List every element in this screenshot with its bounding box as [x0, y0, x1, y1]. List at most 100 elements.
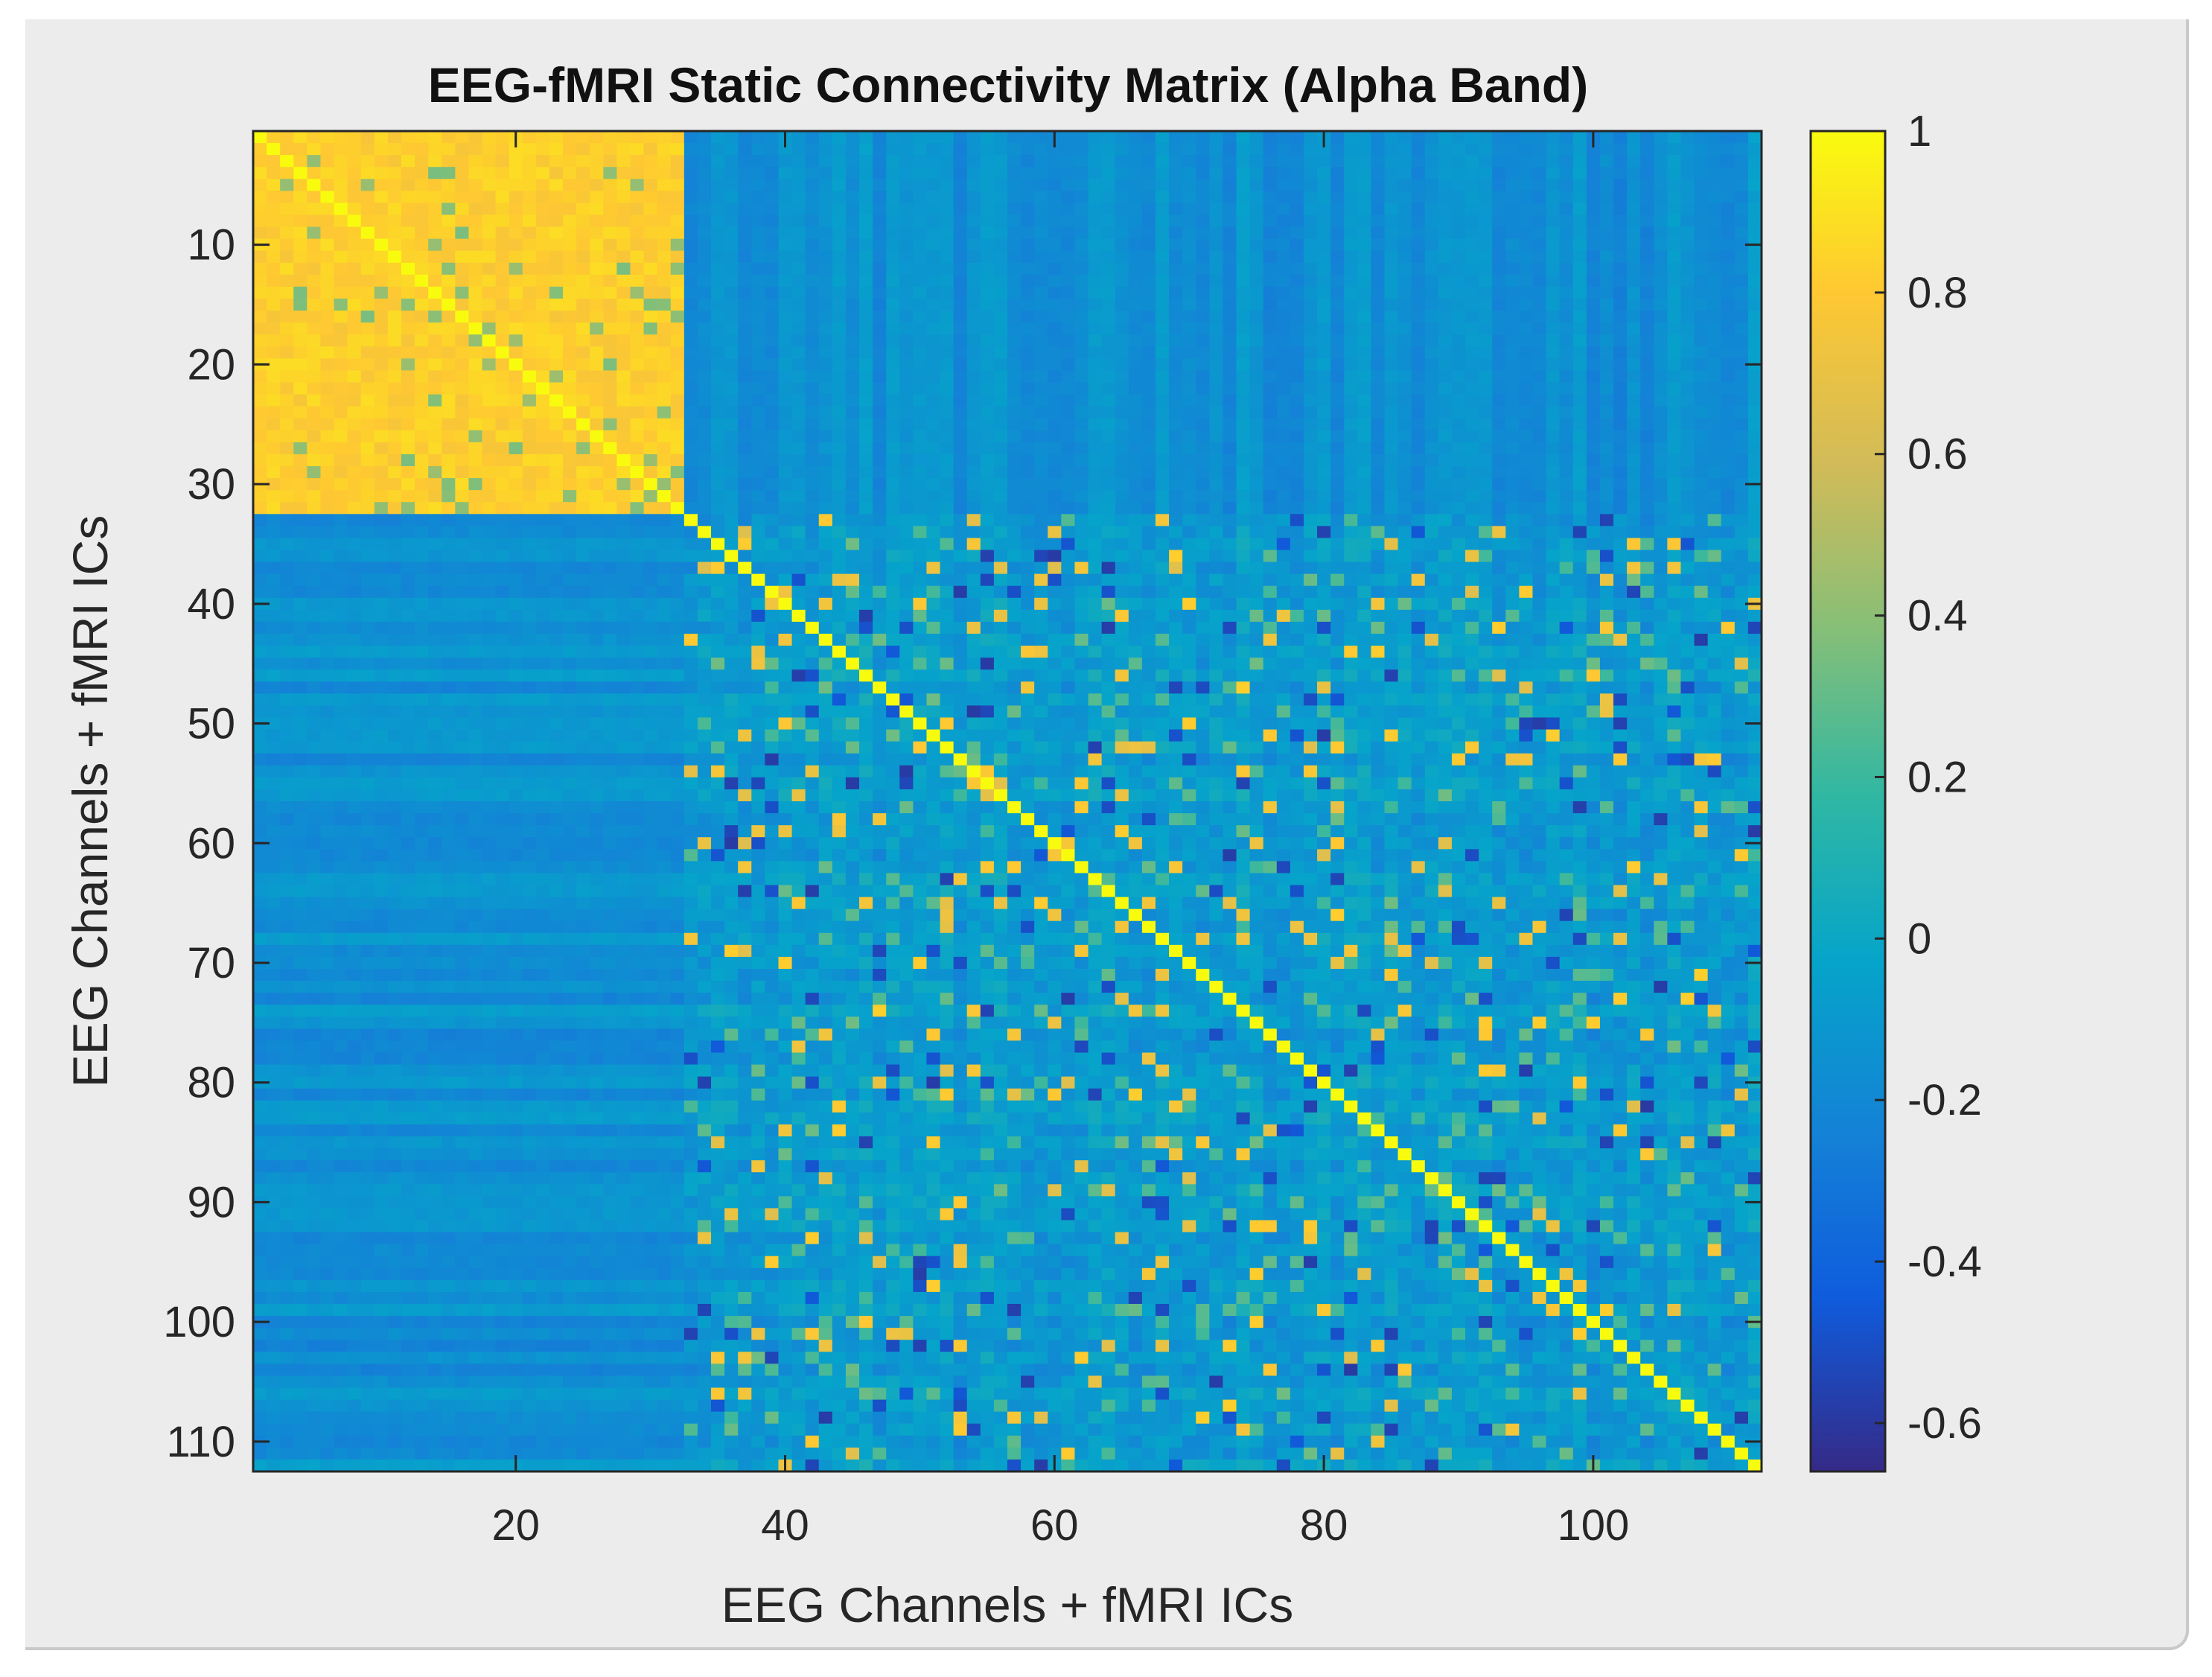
heatmap-cell: [1169, 214, 1183, 228]
heatmap-cell: [1707, 609, 1722, 623]
heatmap-cell: [778, 274, 793, 287]
heatmap-cell: [980, 442, 995, 455]
heatmap-cell: [1667, 454, 1682, 467]
heatmap-cell: [643, 370, 658, 384]
heatmap-cell: [1169, 646, 1183, 658]
heatmap-cell: [643, 550, 658, 563]
heatmap-cell: [320, 573, 335, 587]
heatmap-cell: [1599, 191, 1614, 204]
heatmap-cell: [616, 131, 631, 144]
heatmap-cell: [966, 226, 981, 240]
heatmap-cell: [1074, 597, 1089, 611]
heatmap-cell: [280, 358, 294, 372]
heatmap-cell: [320, 538, 335, 551]
heatmap-cell: [1505, 634, 1520, 646]
heatmap-cell: [1627, 502, 1641, 515]
heatmap-cell: [374, 203, 389, 216]
heatmap-cell: [1438, 299, 1453, 311]
heatmap-cell: [1586, 155, 1601, 168]
heatmap-cell: [1169, 334, 1183, 347]
heatmap-cell: [307, 526, 322, 539]
heatmap-cell: [926, 238, 941, 252]
heatmap-cell: [590, 634, 604, 646]
heatmap-cell: [1182, 502, 1196, 515]
heatmap-cell: [1048, 646, 1062, 658]
heatmap-cell: [590, 502, 604, 515]
heatmap-cell: [1303, 466, 1318, 479]
heatmap-cell: [1344, 286, 1358, 299]
heatmap-cell: [1694, 526, 1709, 539]
heatmap-cell: [899, 143, 914, 156]
heatmap-cell: [1317, 634, 1331, 646]
heatmap-cell: [1640, 299, 1654, 311]
heatmap-cell: [1397, 214, 1412, 228]
heatmap-cell: [576, 621, 590, 634]
heatmap-cell: [1465, 478, 1479, 491]
heatmap-cell: [482, 573, 497, 587]
heatmap-cell: [563, 658, 577, 670]
heatmap-cell: [1559, 550, 1574, 563]
heatmap-cell: [334, 538, 348, 551]
heatmap-cell: [334, 274, 348, 287]
heatmap-cell: [657, 382, 672, 395]
heatmap-cell: [387, 454, 402, 467]
heatmap-cell: [859, 418, 873, 431]
heatmap-cell: [899, 203, 914, 216]
heatmap-cell: [1707, 550, 1722, 563]
heatmap-cell: [1344, 226, 1358, 240]
heatmap-cell: [805, 346, 820, 359]
heatmap-cell: [1061, 203, 1076, 216]
heatmap-cell: [697, 370, 712, 384]
heatmap-cell: [307, 334, 322, 347]
heatmap-cell: [280, 418, 294, 431]
heatmap-cell: [307, 466, 322, 479]
heatmap-cell: [1599, 346, 1614, 359]
heatmap-cell: [1290, 203, 1304, 216]
heatmap-cell: [495, 214, 510, 228]
heatmap-cell: [442, 370, 456, 384]
heatmap-cell: [657, 418, 672, 431]
heatmap-cell: [697, 322, 712, 335]
heatmap-cell: [1640, 526, 1654, 539]
heatmap-cell: [549, 274, 564, 287]
heatmap-cell: [1747, 179, 1762, 191]
heatmap-cell: [1411, 466, 1426, 479]
heatmap-cell: [509, 430, 523, 443]
heatmap-cell: [751, 442, 765, 455]
heatmap-cell: [576, 382, 590, 395]
heatmap-cell: [1505, 526, 1520, 539]
heatmap-cell: [307, 621, 322, 634]
heatmap-cell: [1034, 346, 1048, 359]
heatmap-cell: [1694, 167, 1709, 179]
heatmap-cell: [845, 238, 860, 252]
heatmap-cell: [1007, 514, 1021, 526]
heatmap-cell: [818, 573, 833, 587]
heatmap-cell: [1317, 538, 1331, 551]
heatmap-cell: [603, 214, 618, 228]
heatmap-cell: [360, 214, 375, 228]
heatmap-cell: [1357, 334, 1372, 347]
heatmap-cell: [1169, 514, 1183, 526]
heatmap-cell: [307, 322, 322, 335]
heatmap-cell: [347, 334, 362, 347]
heatmap-cell: [1344, 621, 1358, 634]
heatmap-cell: [845, 634, 860, 646]
heatmap-cell: [1465, 502, 1479, 515]
heatmap-cell: [953, 334, 968, 347]
heatmap-cell: [1223, 370, 1237, 384]
heatmap-cell: [1599, 143, 1614, 156]
heatmap-cell: [711, 250, 725, 264]
heatmap-cell: [1182, 143, 1196, 156]
heatmap-cell: [428, 526, 442, 539]
heatmap-cell: [966, 334, 981, 347]
heatmap-cell: [1007, 131, 1021, 144]
heatmap-cell: [1196, 262, 1210, 276]
heatmap-cell: [751, 454, 765, 467]
heatmap-cell: [482, 646, 497, 658]
heatmap-cell: [657, 370, 672, 384]
heatmap-cell: [1182, 478, 1196, 491]
heatmap-cell: [683, 442, 698, 455]
heatmap-cell: [1667, 155, 1682, 168]
heatmap-cell: [347, 286, 362, 299]
heatmap-cell: [1559, 167, 1574, 179]
